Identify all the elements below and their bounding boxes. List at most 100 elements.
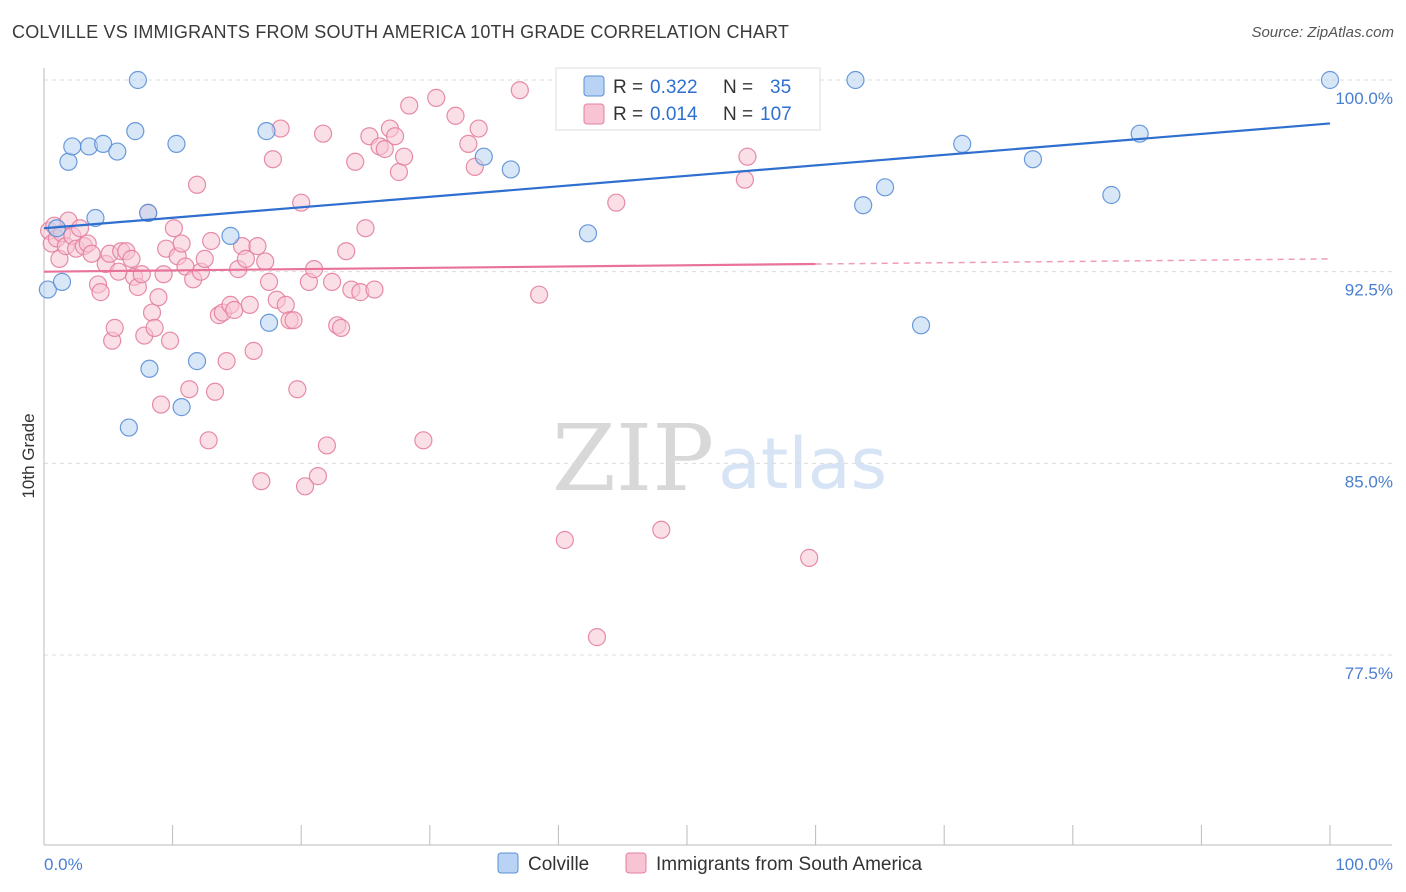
data-point-immigrants (151, 395, 171, 414)
data-point-immigrants (195, 249, 214, 268)
source-credit: Source: ZipAtlas.com (1251, 24, 1394, 41)
bottom-legend-swatch-colville (497, 852, 519, 874)
data-point-immigrants (446, 106, 465, 125)
data-point-immigrants (530, 285, 549, 304)
trendlines (43, 122, 1331, 273)
data-point-colville (63, 137, 82, 156)
data-point-immigrants (105, 318, 124, 337)
data-point-colville (108, 142, 127, 161)
data-point-immigrants (180, 380, 199, 399)
data-point-colville (578, 224, 598, 243)
data-point-immigrants (70, 219, 90, 238)
data-point-colville (140, 359, 159, 378)
legend-box: R = 0.322 N = 35 R = 0.014 N = 107 (555, 67, 821, 131)
data-point-immigrants (394, 147, 414, 166)
legend-r-label-colville: R = (613, 77, 643, 98)
data-point-immigrants (555, 530, 574, 550)
legend-r-label-immigrants: R = (613, 104, 643, 125)
data-point-immigrants (91, 283, 110, 302)
data-point-immigrants (256, 252, 275, 271)
watermark: ZIP atlas (552, 405, 887, 512)
data-point-immigrants (735, 170, 754, 189)
data-point-immigrants (263, 150, 283, 169)
legend-r-value-immigrants: 0.014 (650, 104, 698, 125)
trendline-colville (43, 122, 1331, 230)
y-tick-label: 100.0% (1335, 89, 1393, 108)
data-point-immigrants (259, 272, 279, 291)
data-point-colville (139, 203, 158, 222)
data-point-immigrants (202, 231, 221, 251)
data-point-immigrants (240, 295, 259, 314)
data-point-colville (257, 122, 276, 141)
data-point-immigrants (375, 139, 394, 159)
x-tick-label-min: 0.0% (44, 855, 83, 874)
data-point-immigrants (346, 152, 365, 171)
data-point-immigrants (252, 472, 271, 491)
data-point-immigrants (172, 234, 191, 253)
gridlines (44, 79, 1392, 656)
legend-swatch-colville (583, 75, 605, 97)
data-point-immigrants (587, 628, 607, 647)
data-point-immigrants (276, 295, 295, 314)
data-point-colville (52, 272, 72, 291)
legend-n-value-colville: 35 (770, 77, 791, 98)
data-point-immigrants (607, 193, 626, 212)
data-point-immigrants (400, 96, 419, 115)
data-point-immigrants (187, 175, 207, 194)
data-point-colville (953, 134, 972, 153)
data-point-immigrants (356, 219, 375, 238)
data-point-colville (94, 134, 113, 153)
data-point-immigrants (288, 380, 307, 399)
data-point-immigrants (337, 242, 356, 261)
x-axis-ticks (43, 825, 1331, 845)
data-point-immigrants (800, 548, 819, 567)
data-point-colville (1320, 70, 1340, 90)
x-tick-label-max: 100.0% (1335, 855, 1393, 874)
data-point-colville (1102, 185, 1121, 205)
data-point-immigrants (248, 237, 267, 256)
data-point-colville (119, 418, 138, 437)
data-point-immigrants (322, 272, 342, 291)
data-point-immigrants (284, 311, 303, 330)
data-point-colville (187, 352, 207, 371)
data-point-colville (854, 196, 873, 215)
legend-n-value-immigrants: 107 (760, 104, 792, 125)
data-point-immigrants (244, 341, 263, 360)
data-point-immigrants (122, 249, 141, 268)
data-point-colville (875, 178, 895, 197)
data-point-immigrants (317, 436, 337, 455)
data-point-immigrants (295, 477, 315, 496)
y-tick-label: 85.0% (1345, 472, 1393, 491)
data-point-immigrants (236, 249, 256, 268)
data-point-immigrants (459, 134, 478, 153)
data-point-colville (126, 122, 145, 141)
legend-swatch-immigrants (583, 103, 605, 125)
trendline-immigrants-dashed (815, 258, 1331, 265)
chart-title: COLVILLE VS IMMIGRANTS FROM SOUTH AMERIC… (12, 22, 790, 42)
axes (43, 68, 1392, 846)
bottom-legend-immigrants: Immigrants from South America (656, 854, 923, 875)
legend-n-label-colville: N = (723, 77, 753, 98)
watermark-atlas: atlas (718, 423, 887, 505)
data-point-immigrants (385, 127, 405, 146)
data-point-colville (474, 147, 493, 166)
data-point-immigrants (414, 431, 433, 450)
data-point-immigrants (389, 162, 409, 182)
data-point-immigrants (331, 318, 351, 337)
data-point-immigrants (82, 244, 101, 263)
data-point-immigrants (145, 318, 164, 337)
data-point-colville (86, 208, 105, 228)
data-point-colville (911, 316, 931, 335)
data-point-immigrants (154, 265, 173, 284)
trendline-immigrants-solid (43, 262, 816, 273)
legend-r-value-colville: 0.322 (650, 77, 698, 98)
data-point-immigrants (652, 520, 671, 539)
y-axis-tick-labels: 77.5% 85.0% 92.5% 100.0% (1335, 89, 1393, 683)
data-point-immigrants (313, 124, 333, 143)
watermark-zip: ZIP (552, 405, 714, 512)
data-point-immigrants (510, 81, 529, 100)
data-point-colville (221, 226, 240, 245)
data-point-colville (259, 313, 279, 332)
data-point-immigrants (199, 431, 218, 450)
